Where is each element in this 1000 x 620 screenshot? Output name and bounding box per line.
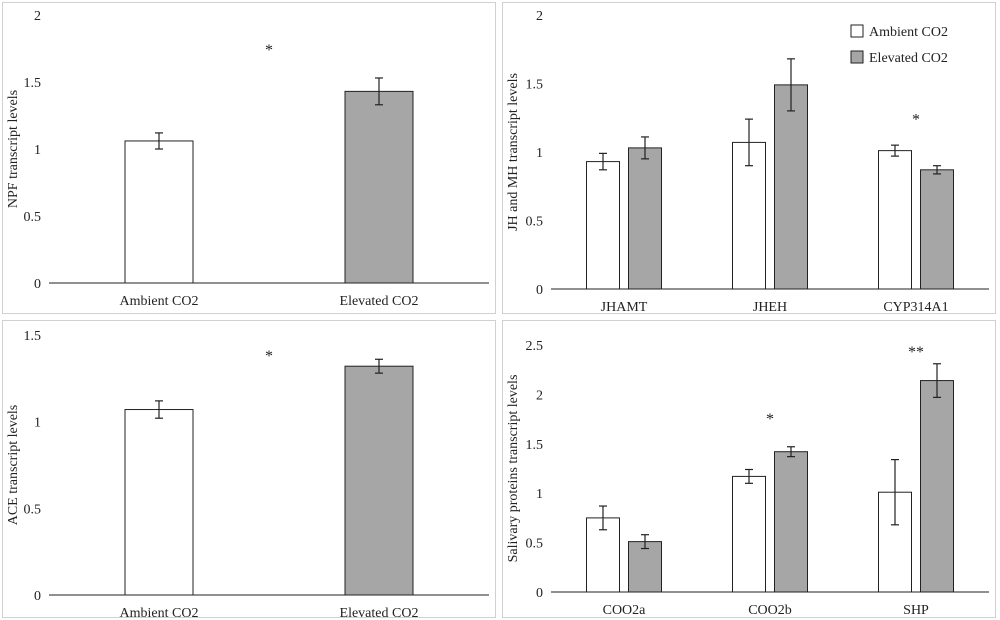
bar-elevated-2 [920, 169, 954, 290]
y-tick-label: 0 [34, 589, 41, 604]
y-tick-label: 0 [536, 586, 543, 601]
x-category-label: CYP314A1 [883, 300, 948, 315]
y-tick-label: 1.5 [24, 76, 42, 91]
y-tick-label: 2 [34, 9, 41, 24]
y-tick-label: 1 [536, 146, 543, 161]
x-category-label: JHAMT [601, 300, 648, 315]
bar-elevated-1 [344, 365, 414, 596]
bar-elevated-1 [344, 90, 414, 284]
y-tick-label: 1 [536, 487, 543, 502]
bar-elevated-0 [628, 147, 662, 290]
x-category-label: Elevated CO2 [340, 294, 419, 309]
significance-marker: * [265, 42, 273, 59]
x-category-label: SHP [903, 603, 929, 618]
legend-swatch-elevated [850, 50, 864, 64]
y-tick-label: 2 [536, 388, 543, 403]
salivary-bar-chart: 0 0.5 1 1.5 2 2.5 Salivary proteins transcript… [506, 339, 989, 618]
x-category-label: Ambient CO2 [120, 606, 199, 619]
y-tick-label: 0 [34, 277, 41, 292]
y-tick-label: 1.5 [526, 78, 544, 93]
jh-mh-bar-chart: 0 0.5 1 1.5 2 JH and MH transcript levels JHAM… [506, 9, 989, 315]
legend-label: Ambient CO2 [869, 25, 948, 40]
legend-swatch-ambient [850, 24, 864, 38]
y-tick-label: 1.5 [24, 329, 42, 344]
y-tick-label: 0.5 [24, 502, 42, 517]
bar-ambient-1 [732, 141, 766, 290]
y-tick-label: 1 [34, 143, 41, 158]
y-tick-label: 2 [536, 9, 543, 24]
chart-panel-salivary: 0 0.5 1 1.5 2 2.5 Salivary proteins transcript… [502, 320, 996, 618]
bar-ambient-1 [732, 475, 766, 593]
y-tick-label: 0 [536, 283, 543, 298]
chart-panel-jh-mh: 0 0.5 1 1.5 2 JH and MH transcript levels JHAM… [502, 2, 996, 315]
ace-bar-chart: 0 0.5 1 1.5 ACE transcript levels Ambient CO2… [6, 329, 489, 619]
y-tick-label: 1.5 [526, 438, 544, 453]
bar-ambient-0 [586, 161, 620, 290]
y-tick-label: 1 [34, 416, 41, 431]
y-axis-title: ACE transcript levels [6, 405, 21, 526]
bar-elevated-1 [774, 84, 808, 290]
bar-ambient-0 [124, 140, 194, 284]
y-tick-label: 0.5 [526, 215, 544, 230]
legend-label: Elevated CO2 [869, 51, 948, 66]
significance-marker: ** [908, 344, 924, 361]
bar-elevated-0 [628, 541, 662, 593]
y-tick-label: 0.5 [24, 210, 42, 225]
bar-elevated-1 [774, 451, 808, 593]
x-category-label: COO2a [603, 603, 647, 618]
x-category-label: COO2b [748, 603, 792, 618]
x-category-label: Ambient CO2 [120, 294, 199, 309]
y-tick-label: 0.5 [526, 537, 544, 552]
x-category-label: JHEH [753, 300, 787, 315]
y-axis-title: NPF transcript levels [6, 90, 21, 208]
bar-ambient-2 [878, 150, 912, 290]
y-tick-label: 2.5 [526, 339, 544, 354]
significance-marker: * [265, 348, 273, 365]
bar-ambient-0 [124, 409, 194, 596]
chart-panel-ace: 0 0.5 1 1.5 ACE transcript levels Ambient CO2… [2, 320, 496, 619]
y-axis-title: JH and MH transcript levels [506, 73, 521, 231]
x-category-label: Elevated CO2 [340, 606, 419, 619]
significance-marker: * [766, 411, 774, 428]
npf-bar-chart: 0 0.5 1 1.5 2 NPF transcript levels Ambient CO… [6, 9, 489, 309]
bar-elevated-2 [920, 380, 954, 593]
y-axis-title: Salivary proteins transcript levels [506, 375, 521, 563]
significance-marker: * [912, 112, 920, 129]
chart-panel-npf: 0 0.5 1 1.5 2 NPF transcript levels Ambient CO… [2, 2, 496, 314]
